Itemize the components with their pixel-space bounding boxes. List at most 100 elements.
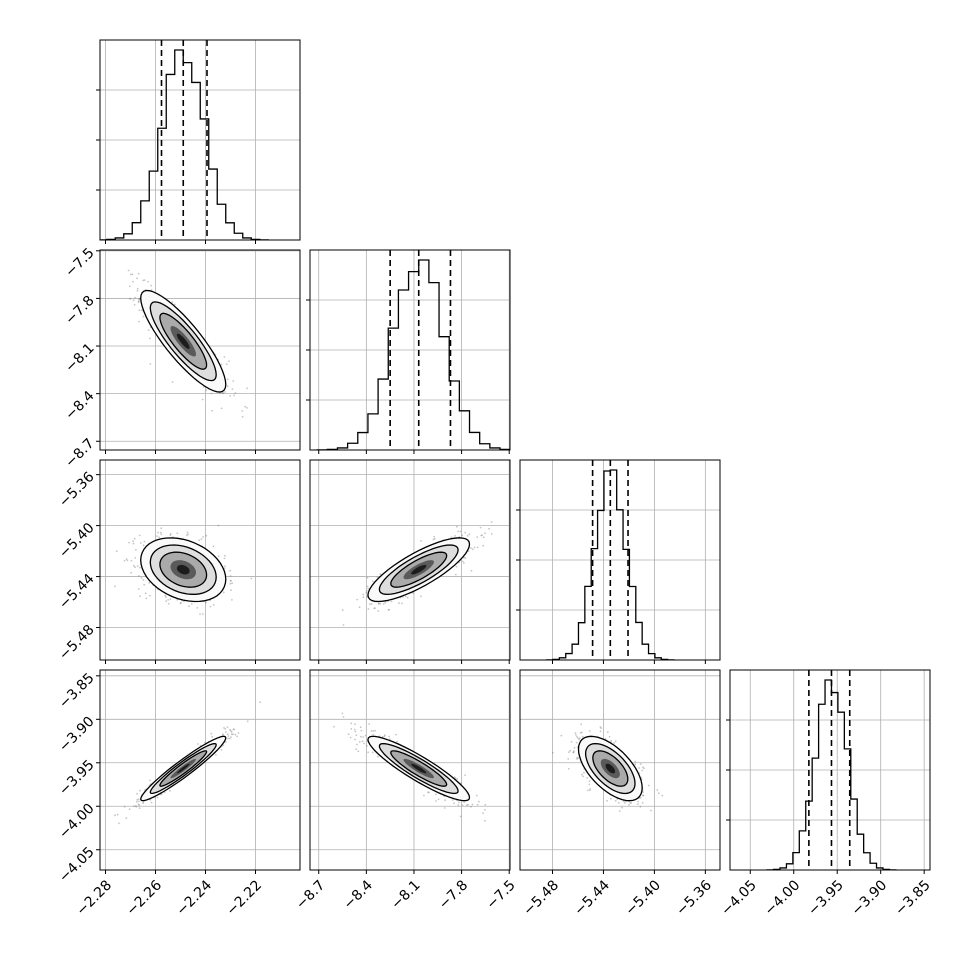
scatter-point (437, 798, 440, 801)
density-fill (411, 763, 427, 774)
scatter-point (137, 272, 140, 275)
scatter-point (578, 737, 581, 739)
x-tick-label: −3.85 (892, 877, 934, 919)
scatter-point (190, 603, 193, 605)
scatter-point (165, 596, 167, 598)
scatter-point (576, 758, 578, 760)
scatter-point (142, 279, 145, 282)
panel-content (114, 701, 262, 825)
scatter-point (230, 733, 233, 736)
scatter-point (128, 297, 131, 300)
scatter-point (138, 309, 141, 312)
scatter-point (451, 799, 454, 801)
y-tick-label: −3.85 (56, 670, 98, 712)
scatter-point (610, 797, 612, 800)
scatter-point (197, 743, 199, 745)
scatter-point (137, 300, 140, 303)
x-tick-label: −5.44 (571, 877, 613, 919)
y-tick-label: −8.1 (62, 340, 97, 375)
scatter-point (586, 777, 589, 779)
scatter-point (137, 301, 140, 303)
scatter-point (244, 405, 247, 408)
axes-frame (729, 669, 931, 871)
scatter-point (461, 560, 464, 563)
scatter-point (461, 804, 464, 807)
scatter-point (657, 792, 660, 795)
scatter-point (371, 580, 374, 583)
scatter-point (454, 573, 457, 576)
scatter-point (132, 805, 135, 807)
scatter-point (212, 604, 215, 606)
scatter-point (481, 534, 483, 537)
scatter-point (642, 791, 644, 793)
scatter-point (572, 751, 575, 754)
y-tick-label: −5.40 (56, 520, 98, 562)
contour-line (592, 750, 629, 787)
scatter-point (368, 723, 370, 725)
scatter-point (126, 559, 129, 562)
scatter-panel-2-0 (96, 459, 301, 664)
scatter-point (173, 303, 176, 306)
histogram-panel-1 (306, 249, 511, 454)
scatter-point (246, 407, 248, 409)
scatter-point (342, 624, 345, 626)
y-tick-label: −3.90 (56, 714, 98, 756)
scatter-point (484, 532, 486, 535)
scatter-point (205, 534, 208, 537)
scatter-point (211, 735, 214, 738)
scatter-point (176, 532, 179, 535)
scatter-point (232, 728, 235, 731)
scatter-point (130, 559, 133, 562)
scatter-point (576, 756, 579, 759)
scatter-point (228, 360, 231, 363)
scatter-point (202, 536, 205, 538)
scatter-point (577, 737, 579, 739)
y-tick-label: −5.48 (56, 622, 98, 664)
scatter-point (567, 758, 570, 760)
scatter-point (420, 595, 422, 598)
scatter-point (200, 538, 203, 541)
contour-line (378, 742, 459, 795)
scatter-point (125, 558, 128, 560)
scatter-point (226, 733, 229, 735)
scatter-point (572, 751, 575, 754)
y-tick-label: −7.5 (62, 245, 97, 280)
scatter-point (226, 385, 229, 387)
scatter-point (388, 608, 390, 611)
scatter-point (471, 803, 474, 806)
scatter-point (134, 805, 137, 807)
scatter-point (398, 602, 400, 605)
scatter-point (589, 789, 591, 792)
scatter-point (608, 736, 611, 738)
scatter-point (210, 732, 213, 735)
scatter-point (475, 794, 478, 797)
scatter-point (456, 525, 458, 528)
y-tick-label: −8.4 (62, 388, 97, 423)
scatter-point (350, 722, 353, 725)
scatter-point (128, 285, 131, 288)
scatter-point (223, 356, 226, 358)
axes-frame (99, 39, 301, 241)
scatter-point (142, 579, 145, 581)
scatter-point (220, 363, 223, 366)
contour-line (584, 742, 636, 795)
scatter-point (232, 733, 235, 736)
scatter-point (476, 546, 479, 549)
scatter-point (581, 735, 584, 738)
scatter-point (361, 740, 364, 743)
scatter-point (373, 607, 376, 610)
scatter-point (138, 800, 140, 803)
scatter-point (468, 533, 471, 536)
scatter-point (638, 767, 640, 769)
scatter-point (488, 527, 490, 530)
scatter-panel-3-1 (309, 669, 511, 874)
scatter-point (142, 801, 145, 803)
scatter-point (435, 800, 437, 802)
scatter-point (580, 723, 583, 726)
histogram-step (100, 49, 269, 240)
scatter-point (621, 806, 623, 809)
scatter-point (137, 803, 140, 806)
scatter-point (600, 727, 603, 729)
scatter-point (588, 730, 591, 732)
scatter-point (606, 799, 608, 802)
